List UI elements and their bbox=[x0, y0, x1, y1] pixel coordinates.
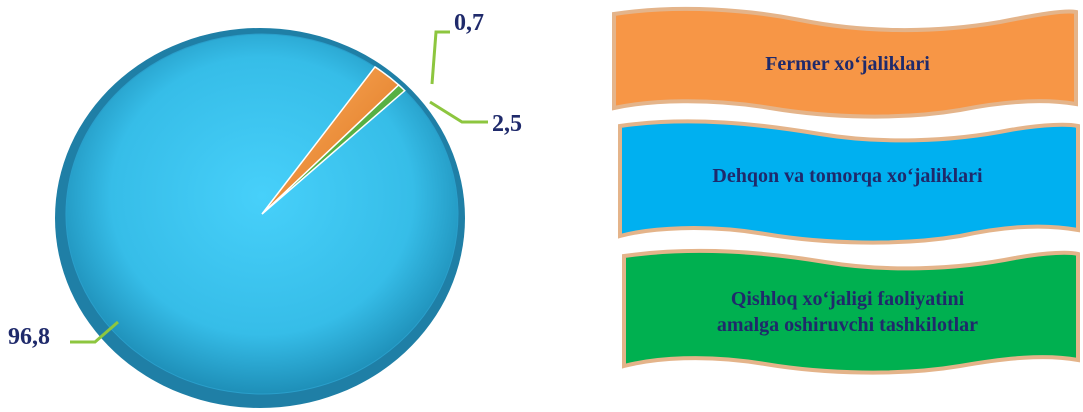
legend-label-fermer: Fermer xo‘jaliklari bbox=[765, 53, 930, 75]
legend bbox=[612, 6, 1080, 375]
legend-swatch-dehqon bbox=[618, 119, 1080, 245]
leader-line bbox=[70, 320, 119, 344]
data-label-dehqon: 96,8 bbox=[8, 324, 50, 350]
legend-label-qishloq: Qishloq xo‘jaligi faoliyatini amalga osh… bbox=[620, 286, 1075, 338]
leader-line bbox=[430, 30, 450, 85]
legend-swatch-qishloq bbox=[622, 248, 1080, 375]
data-label-fermer: 2,5 bbox=[492, 111, 522, 137]
legend-label-dehqon: Dehqon va tomorqa xo‘jaliklari bbox=[712, 165, 983, 187]
legend-label-qishloq-line1: Qishloq xo‘jaligi faoliyatini bbox=[730, 288, 965, 310]
legend-swatch-fermer bbox=[612, 6, 1078, 119]
legend-label-qishloq-line2: amalga oshiruvchi tashkilotlar bbox=[716, 314, 979, 336]
leader-line bbox=[429, 100, 488, 124]
pie-slice-qishloq bbox=[261, 83, 406, 215]
data-label-qishloq: 0,7 bbox=[454, 10, 484, 36]
pie-chart: 96,8 2,5 0,7 bbox=[8, 10, 522, 408]
